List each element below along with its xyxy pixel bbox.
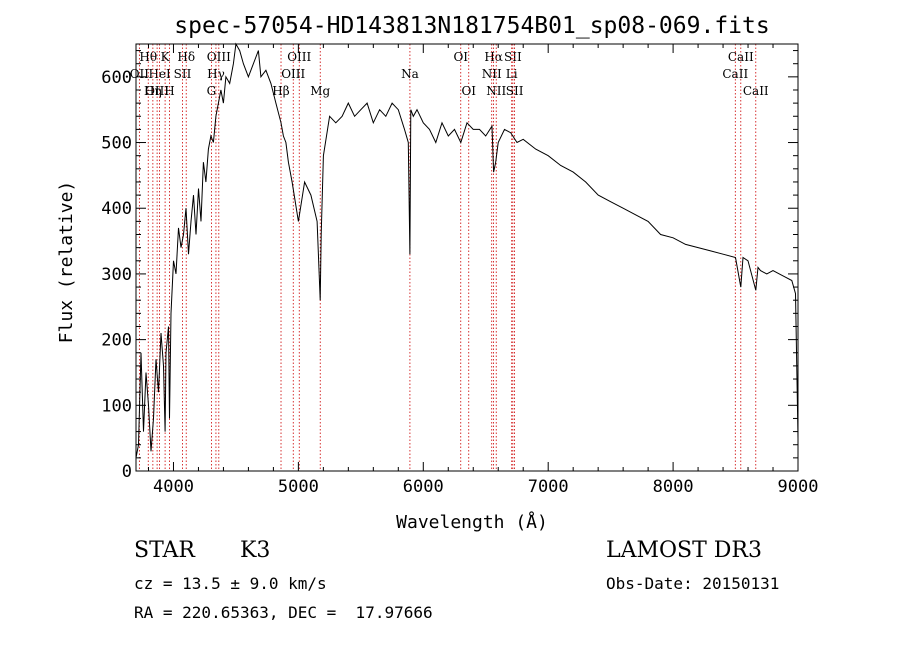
line-label: Hη	[144, 84, 162, 98]
x-tick-label: 8000	[653, 477, 694, 497]
y-axis-label: Flux (relative)	[56, 181, 77, 344]
line-label: Hβ	[272, 84, 289, 98]
line-label: Na	[401, 67, 419, 81]
line-label: SII	[506, 84, 524, 98]
y-tick-label: 100	[101, 396, 132, 416]
x-tick-label: 9000	[778, 477, 819, 497]
line-label: H	[164, 84, 174, 98]
line-label: Hγ	[207, 67, 225, 81]
spectral-subclass: K3	[240, 538, 271, 563]
line-label: Hθ	[139, 50, 157, 64]
redshift-value: cz = 13.5 ± 9.0 km/s	[134, 574, 327, 593]
line-label: OIII	[145, 84, 169, 98]
line-label: CaII	[728, 50, 754, 64]
survey-name: LAMOST DR3	[606, 538, 762, 563]
x-axis-label: Wavelength (Å)	[396, 511, 548, 533]
line-label: NII	[482, 67, 502, 81]
y-tick-label: 500	[101, 134, 132, 154]
line-label: OIII	[287, 50, 311, 64]
line-label: OIII	[207, 50, 231, 64]
y-tick-label: 400	[101, 199, 132, 219]
x-tick-label: 6000	[403, 477, 444, 497]
y-tick-label: 300	[101, 265, 132, 285]
line-label: CaII	[722, 67, 748, 81]
line-label: OI	[453, 50, 468, 64]
line-label: HeI	[148, 67, 171, 81]
x-tick-label: 4000	[153, 477, 194, 497]
line-label: OII	[130, 67, 150, 81]
y-tick-label: 0	[122, 462, 132, 482]
line-label: Mg	[310, 84, 330, 98]
plot-frame	[135, 43, 799, 472]
x-tick-label: 7000	[528, 477, 569, 497]
line-label: Hδ	[177, 50, 195, 64]
object-class: STAR	[134, 538, 195, 563]
axis-ticks: 4000 5000 6000 7000 8000 9000 0 100 200 300 400 500…	[101, 44, 818, 497]
line-label: SII	[504, 50, 522, 64]
line-label: Hα	[484, 50, 503, 64]
line-label: K	[161, 50, 171, 64]
spectrum-line	[135, 42, 799, 458]
line-label: OIII	[281, 67, 305, 81]
observation-date: Obs-Date: 20150131	[606, 574, 780, 593]
y-tick-label: 600	[101, 68, 132, 88]
y-tick-label: 200	[101, 331, 132, 351]
chart-title: spec-57054-HD143813N181754B01_sp08-069.f…	[174, 13, 769, 39]
line-label: SII	[174, 67, 192, 81]
x-tick-label: 5000	[278, 477, 319, 497]
line-label: G	[207, 84, 217, 98]
line-label: Li	[506, 67, 518, 81]
line-label: OI	[461, 84, 476, 98]
coordinates: RA = 220.65363, DEC = 17.97666	[134, 603, 433, 622]
line-label: NII	[486, 84, 506, 98]
line-label: CaII	[743, 84, 769, 98]
